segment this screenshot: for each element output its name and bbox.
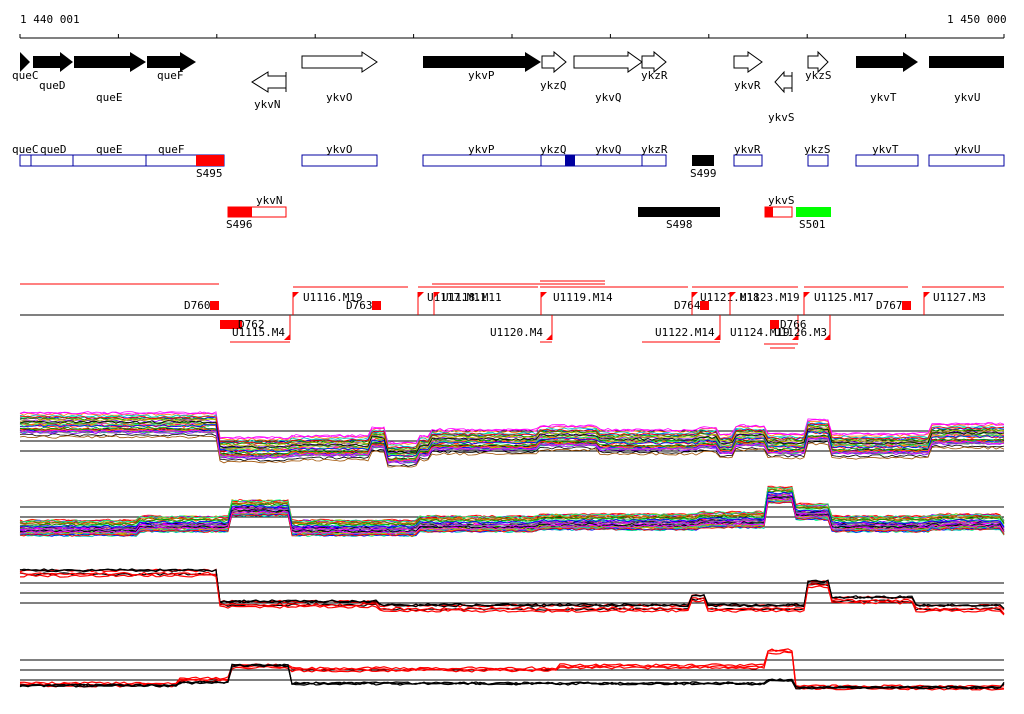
- expression-panel-2: [19, 485, 1005, 538]
- gene-label: ykvT: [870, 91, 897, 104]
- segment-label: S499: [690, 167, 717, 180]
- feature-label: D764: [674, 299, 701, 312]
- feature-label: U1118.M11: [442, 291, 502, 304]
- annotation-label: ykzS: [804, 143, 831, 156]
- feature-label: D760: [184, 299, 211, 312]
- gene-ykvT[interactable]: ykvT: [856, 52, 918, 104]
- annotation-box[interactable]: [422, 154, 667, 167]
- gene-track: queC queD queE queF ykvN ykvO ykvP: [12, 50, 1004, 124]
- feature-label: D767: [876, 299, 903, 312]
- segment-label: S496: [226, 218, 253, 231]
- gene-label: ykzS: [805, 69, 832, 82]
- gene-label: queD: [39, 79, 66, 92]
- expression-panel-3: [19, 568, 1005, 616]
- segment-label: S498: [666, 218, 693, 231]
- annotation-track: queC queD queE queF S495 ykvO ykvP ykzQ …: [12, 143, 1005, 231]
- annotation-label: queF: [158, 143, 185, 156]
- gene-label: queC: [12, 69, 39, 82]
- gene-ykzR[interactable]: ykzR: [641, 50, 668, 82]
- annotation-label: ykvO: [326, 143, 353, 156]
- annotation-label: queE: [96, 143, 123, 156]
- annotation-label: ykzR: [641, 143, 668, 156]
- segment-S498[interactable]: [638, 207, 720, 217]
- gene-queC[interactable]: queC: [12, 52, 39, 82]
- feature-label: D763: [346, 299, 373, 312]
- annotation-label: ykvT: [872, 143, 899, 156]
- gene-ykvQ[interactable]: ykvQ: [573, 51, 643, 104]
- annotation-box[interactable]: [855, 154, 919, 167]
- gene-ykvN[interactable]: ykvN: [251, 71, 287, 111]
- feature-label: U1126.M3: [774, 326, 827, 339]
- coordinate-ruler: 1 440 001 1 450 000: [19, 13, 1007, 39]
- gene-ykvR[interactable]: ykvR: [733, 51, 763, 92]
- expression-panel-4: [19, 648, 1005, 691]
- annotation-box[interactable]: [807, 154, 829, 167]
- feature-label: U1120.M4: [490, 326, 543, 339]
- gene-ykvU[interactable]: ykvU: [929, 56, 1004, 104]
- annotation-label: ykvR: [734, 143, 761, 156]
- gene-ykzS[interactable]: ykzS: [805, 50, 832, 82]
- gene-ykvO[interactable]: ykvO: [301, 51, 378, 104]
- ruler-start-label: 1 440 001: [20, 13, 80, 26]
- segment-label: S501: [799, 218, 826, 231]
- feature-label: D766: [780, 318, 807, 331]
- gene-ykvS[interactable]: ykvS: [768, 70, 795, 124]
- feature-label: D762: [238, 318, 265, 331]
- gene-queD[interactable]: queD: [33, 52, 73, 92]
- gene-queE[interactable]: queE: [74, 52, 146, 104]
- gene-ykvP[interactable]: ykvP: [423, 52, 541, 82]
- feature-label: U1115.M4: [232, 326, 285, 339]
- gene-label: ykvO: [326, 91, 353, 104]
- annotation-label: ykvU: [954, 143, 981, 156]
- annotation-label: ykvS: [768, 194, 795, 207]
- segment-S499[interactable]: [692, 155, 714, 166]
- segment-S501[interactable]: [796, 207, 831, 217]
- annotation-box[interactable]: [928, 154, 1005, 167]
- feature-label: U1125.M17: [814, 291, 874, 304]
- feature-label: U1119.M14: [553, 291, 613, 304]
- gene-label: ykzR: [641, 69, 668, 82]
- annotation-box[interactable]: [733, 154, 763, 167]
- feature-track: D760 U1116.M19 D763 U1117.M11 U1118.M11 …: [20, 280, 1004, 349]
- annotation-label: ykvP: [468, 143, 495, 156]
- segment-label: S495: [196, 167, 223, 180]
- gene-label: queF: [157, 69, 184, 82]
- gene-label: ykvQ: [595, 91, 622, 104]
- feature-label: U1117.M11: [427, 291, 487, 304]
- gene-label: ykvP: [468, 69, 495, 82]
- feature-label: U1127.M3: [933, 291, 986, 304]
- ruler-end-label: 1 450 000: [947, 13, 1007, 26]
- gene-label: ykvN: [254, 98, 281, 111]
- gene-queF[interactable]: queF: [147, 52, 196, 82]
- annotation-box[interactable]: [301, 154, 378, 167]
- gene-label: ykvR: [734, 79, 761, 92]
- segment-S495[interactable]: [196, 155, 224, 166]
- feature-label: U1116.M19: [303, 291, 363, 304]
- expression-panel-1: [19, 411, 1005, 468]
- gene-ykzQ[interactable]: ykzQ: [540, 50, 567, 92]
- annotation-label: queD: [40, 143, 67, 156]
- feature-label: U1122.M14: [655, 326, 715, 339]
- feature-label: U1123.M19: [740, 291, 800, 304]
- annotation-label: ykvN: [256, 194, 283, 207]
- annotation-label: ykvQ: [595, 143, 622, 156]
- gene-label: ykvU: [954, 91, 981, 104]
- gene-label: queE: [96, 91, 123, 104]
- gene-label: ykvS: [768, 111, 795, 124]
- feature-label: U1124.M19: [730, 326, 790, 339]
- annotation-label: ykzQ: [540, 143, 567, 156]
- gene-label: ykzQ: [540, 79, 567, 92]
- annotation-label: queC: [12, 143, 39, 156]
